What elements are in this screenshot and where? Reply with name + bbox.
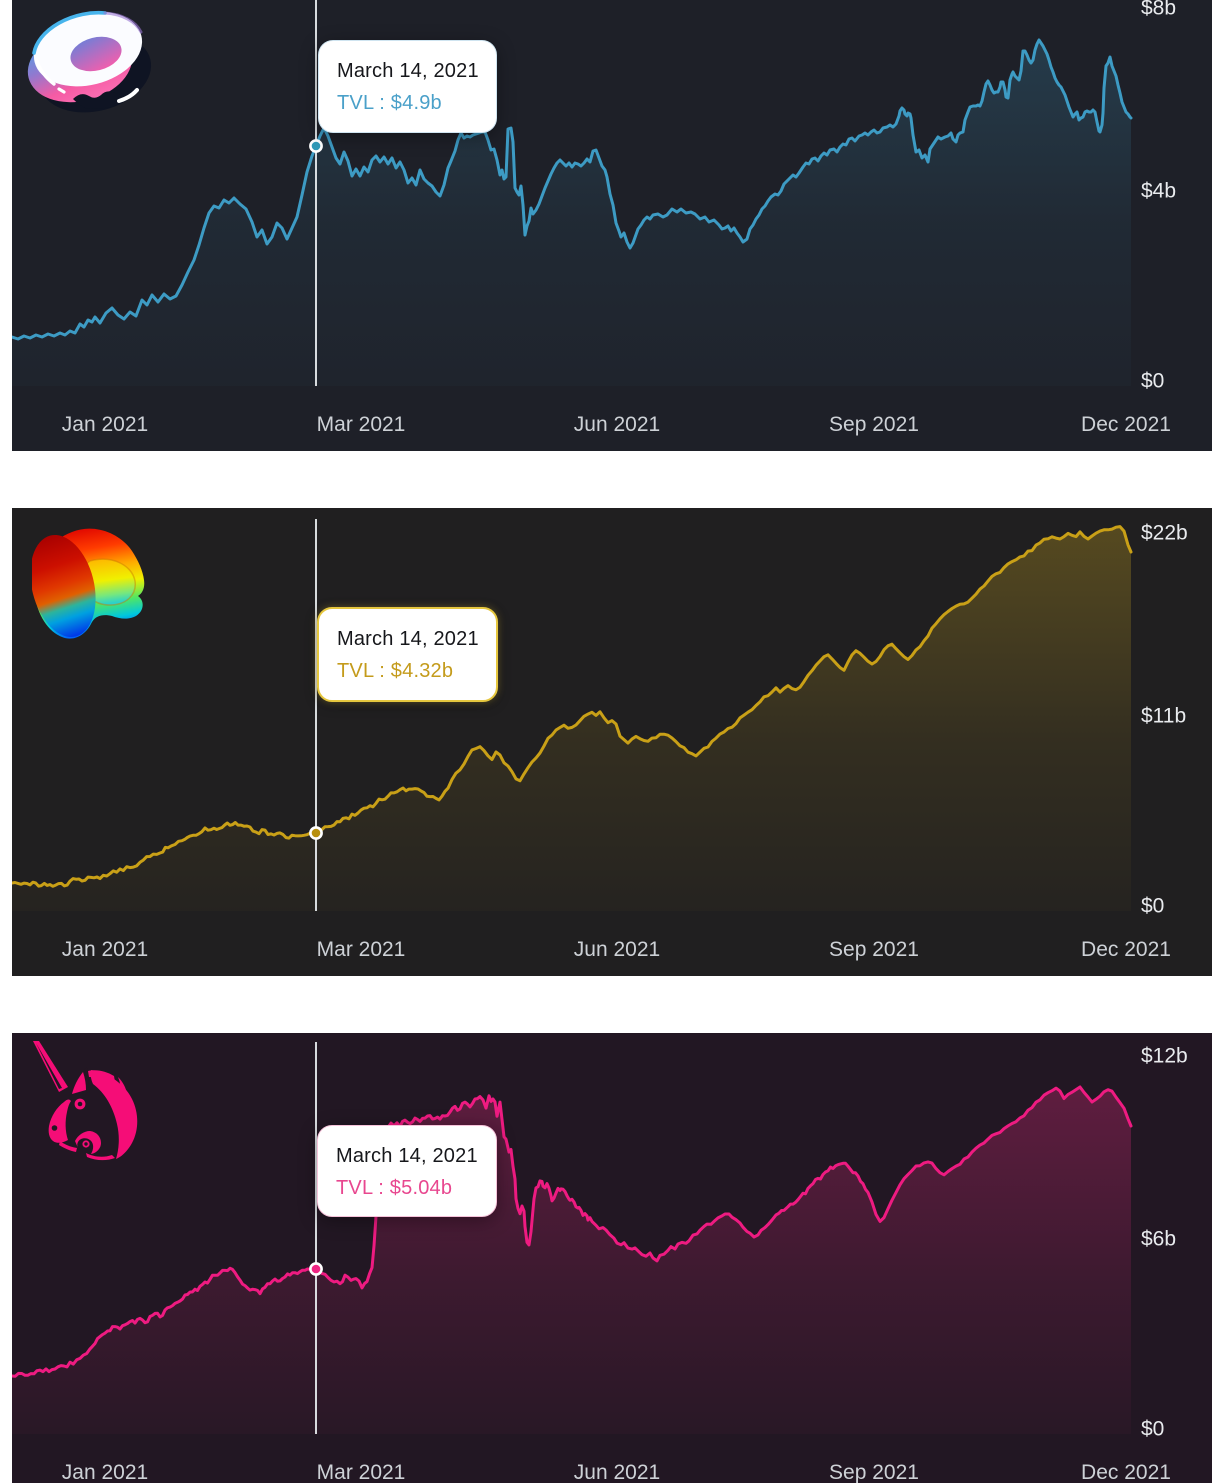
svg-text:$22b: $22b xyxy=(1141,522,1188,545)
svg-text:$0: $0 xyxy=(1141,370,1164,393)
svg-text:$0: $0 xyxy=(1141,895,1164,918)
svg-text:Mar 2021: Mar 2021 xyxy=(317,1461,406,1483)
svg-text:Dec 2021: Dec 2021 xyxy=(1081,1461,1171,1483)
svg-text:$8b: $8b xyxy=(1141,0,1176,20)
svg-text:Mar 2021: Mar 2021 xyxy=(317,413,406,436)
svg-text:$0: $0 xyxy=(1141,1418,1164,1441)
svg-text:Dec 2021: Dec 2021 xyxy=(1081,938,1171,961)
svg-text:$12b: $12b xyxy=(1141,1045,1188,1068)
svg-text:Jun 2021: Jun 2021 xyxy=(574,1461,660,1483)
svg-text:Jun 2021: Jun 2021 xyxy=(574,413,660,436)
svg-text:$4b: $4b xyxy=(1141,180,1176,203)
svg-text:Jan 2021: Jan 2021 xyxy=(62,413,148,436)
svg-text:Mar 2021: Mar 2021 xyxy=(317,938,406,961)
svg-text:Sep 2021: Sep 2021 xyxy=(829,413,919,436)
svg-text:Jun 2021: Jun 2021 xyxy=(574,938,660,961)
svg-text:Sep 2021: Sep 2021 xyxy=(829,938,919,961)
svg-text:Dec 2021: Dec 2021 xyxy=(1081,413,1171,436)
svg-text:$11b: $11b xyxy=(1141,705,1186,728)
svg-text:Sep 2021: Sep 2021 xyxy=(829,1461,919,1483)
svg-text:Jan 2021: Jan 2021 xyxy=(62,938,148,961)
svg-text:Jan 2021: Jan 2021 xyxy=(62,1461,148,1483)
svg-text:$6b: $6b xyxy=(1141,1228,1176,1251)
